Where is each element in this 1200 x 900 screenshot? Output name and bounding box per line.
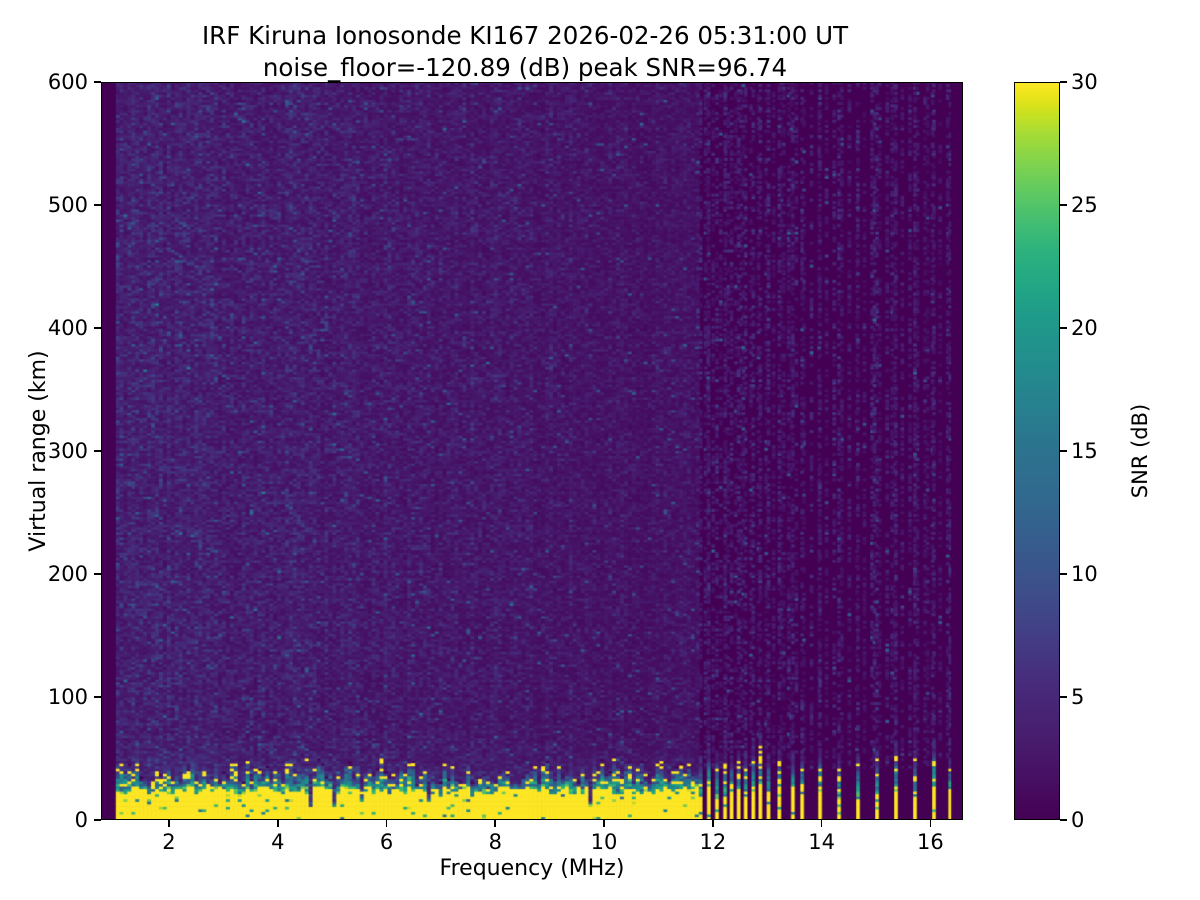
colorbar-tick-label: 25 [1071,193,1098,217]
colorbar-tick-label: 20 [1071,316,1098,340]
y-tick-label: 200 [47,562,88,586]
y-tick-mark [94,450,101,452]
y-tick-label: 400 [47,316,88,340]
colorbar-tick-mark [1060,573,1067,575]
y-tick-label: 600 [47,70,88,94]
colorbar-gradient[interactable] [1014,82,1060,820]
colorbar-tick-mark [1060,450,1067,452]
y-axis-label: Virtual range (km) [26,350,51,552]
x-tick-mark [929,820,932,827]
figure-title: IRF Kiruna Ionosonde KI167 2026-02-26 05… [201,21,849,83]
x-tick-label: 14 [808,830,835,854]
x-tick-mark [276,820,279,827]
colorbar-tick-mark [1060,204,1067,206]
y-tick-mark [94,696,101,698]
y-tick-label: 300 [47,439,88,463]
colorbar-tick-mark [1060,819,1067,821]
colorbar-label: SNR (dB) [1128,403,1152,499]
colorbar-tick-label: 5 [1071,685,1085,709]
x-tick-label: 2 [162,830,176,854]
x-tick-label: 12 [699,830,727,854]
x-tick-label: 4 [271,830,285,854]
colorbar-tick-label: 0 [1071,808,1085,832]
y-tick-mark [94,81,101,83]
colorbar-tick-mark [1060,81,1067,83]
y-tick-label: 500 [47,193,88,217]
x-tick-mark [712,820,714,827]
y-tick-mark [94,819,101,821]
y-tick-mark [94,204,101,206]
y-tick-mark [94,573,101,575]
x-tick-label: 16 [916,830,944,854]
y-tick-label: 100 [47,685,88,709]
y-tick-label: 0 [74,808,88,832]
x-tick-mark [820,820,823,827]
x-tick-mark [168,820,170,827]
x-tick-label: 6 [379,830,394,854]
x-tick-mark [385,820,388,827]
x-tick-mark [494,820,497,827]
colorbar-tick-mark [1060,327,1067,329]
colorbar-tick-label: 10 [1071,562,1098,586]
ionogram-heatmap[interactable] [102,83,962,819]
x-tick-label: 10 [590,830,618,854]
y-tick-mark [94,327,101,329]
x-tick-mark [603,820,605,827]
colorbar-tick-label: 30 [1071,70,1098,94]
x-tick-label: 8 [488,830,502,854]
heatmap-axes[interactable] [101,82,963,820]
colorbar-tick-label: 15 [1071,439,1098,463]
x-axis-label: Frequency (MHz) [439,856,625,881]
colorbar-tick-mark [1060,696,1067,698]
